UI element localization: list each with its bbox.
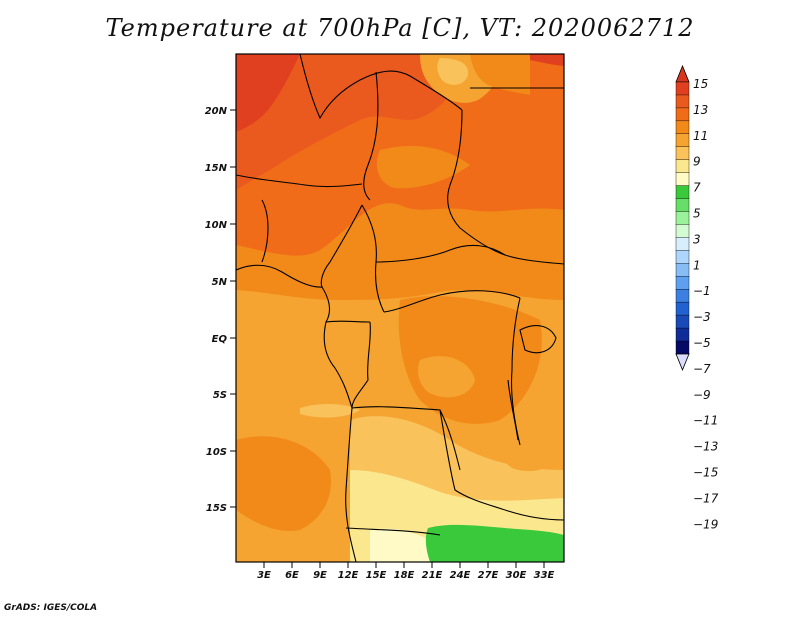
border-gulf-guinea: [261, 199, 269, 263]
lat-tick-label: 15N: [205, 163, 228, 174]
colorbar-segment: [675, 276, 690, 290]
colorbar-segment: [675, 263, 690, 277]
latitude-axis: 20N 15N 10N 5N EQ 5S 10S 15S: [205, 106, 236, 514]
colorbar-label: 15: [693, 77, 708, 91]
border-car: [375, 244, 506, 263]
colorbar-segment: [675, 120, 690, 135]
field-7-congo-inner: [418, 356, 475, 398]
colorbar-segment: [675, 81, 690, 96]
colorbar-segment: [675, 250, 690, 264]
lat-tick-label: 10S: [206, 447, 227, 458]
lon-tick-label: 9E: [313, 570, 327, 581]
colorbar-label: 13: [693, 103, 708, 117]
colorbar-segment: [675, 107, 690, 122]
field-9-sahel: [376, 145, 470, 189]
lat-tick-label: 5S: [213, 390, 227, 401]
lon-tick-label: 6E: [285, 570, 299, 581]
colorbar-label: 1: [693, 258, 701, 272]
border-west-sahel: [236, 174, 363, 188]
border-angola-east: [439, 409, 506, 511]
colorbar-label: 9: [693, 155, 701, 169]
colorbar-segment: [675, 301, 690, 316]
chart-title: Temperature at 700hPa [C], VT: 202006271…: [105, 14, 695, 42]
field-9-southwest: [236, 436, 331, 531]
lon-tick-label: 27E: [478, 570, 499, 581]
colorbar-segment: [675, 159, 690, 174]
border-lake-victoria: [519, 325, 557, 354]
lon-tick-label: 3E: [257, 570, 271, 581]
colorbar: 15 13 11 9 7 5 3 1 −1 −3 −5 −7 −9 −11 −13 −15 −17 −19: [675, 64, 719, 531]
lon-tick-label: 24E: [450, 570, 471, 581]
colorbar-segment: [675, 314, 690, 329]
border-nigeria-cameroon: [320, 204, 363, 288]
border-tanganyika: [507, 379, 519, 441]
lat-tick-label: 10N: [205, 220, 228, 231]
colorbar-segment: [675, 198, 690, 213]
colorbar-label: −9: [693, 388, 711, 402]
field-15-northwest: [236, 54, 300, 132]
colorbar-segment: [675, 224, 690, 238]
lat-tick-label: 5N: [212, 277, 228, 288]
colorbar-segment: [675, 146, 690, 161]
border-congo-west: [351, 321, 371, 409]
lat-tick-label: 20N: [205, 106, 228, 117]
colorbar-label: −7: [693, 362, 711, 376]
border-angola-north: [351, 406, 461, 471]
longitude-axis: 3E 6E 9E 12E 15E 18E 21E 24E 27E 30E 33E: [257, 562, 555, 581]
field-5-north-patch: [437, 58, 469, 85]
border-zambia: [504, 509, 564, 521]
colorbar-label: −19: [693, 517, 718, 531]
colorbar-label: −11: [693, 414, 718, 428]
lon-tick-label: 30E: [506, 570, 527, 581]
colorbar-label: −3: [693, 310, 711, 324]
field-green-patch: [425, 524, 564, 562]
colorbar-label: 7: [693, 181, 701, 195]
lat-tick-label: EQ: [212, 334, 228, 345]
colorbar-segment: [675, 211, 690, 226]
border-sahara-north: [299, 54, 463, 120]
colorbar-segment: [675, 340, 690, 355]
border-central-sahara: [363, 71, 379, 201]
border-namibia: [345, 527, 441, 536]
colorbar-label: 5: [693, 207, 701, 221]
colorbar-label: 11: [693, 129, 708, 143]
lon-tick-label: 12E: [338, 570, 359, 581]
colorbar-label: −5: [693, 336, 711, 350]
field-5-ocean-streak: [300, 404, 360, 418]
colorbar-segment: [675, 94, 690, 109]
border-east-sahel: [447, 109, 564, 265]
colorbar-bottom-arrow: [675, 353, 690, 372]
lon-tick-label: 15E: [366, 570, 387, 581]
colorbar-top-arrow: [675, 64, 690, 83]
lon-tick-label: 21E: [422, 570, 443, 581]
colorbar-segment: [675, 133, 690, 148]
colorbar-label: −17: [693, 491, 719, 505]
colorbar-label: −13: [693, 440, 718, 454]
lat-tick-label: 15S: [206, 503, 227, 514]
colorbar-label: 3: [693, 232, 701, 246]
credit-text: GrADS: IGES/COLA: [4, 603, 98, 613]
colorbar-segment: [675, 185, 690, 200]
field-13-north: [236, 54, 470, 190]
colorbar-label: −15: [693, 466, 718, 480]
field-7-east-patch: [498, 428, 556, 472]
colorbar-label: −1: [693, 284, 711, 298]
colorbar-segment: [675, 327, 690, 342]
border-gabon: [325, 320, 371, 323]
border-congo-north: [383, 290, 521, 313]
coastline-west: [236, 264, 357, 562]
colorbar-segment: [675, 237, 690, 251]
lon-tick-label: 33E: [534, 570, 555, 581]
colorbar-segment: [675, 172, 690, 187]
political-boundaries: [236, 54, 564, 562]
map-frame: [235, 53, 565, 563]
field-9-north-patch: [470, 54, 530, 95]
field-15-northeast: [530, 54, 564, 66]
lon-tick-label: 18E: [394, 570, 415, 581]
colorbar-segment: [675, 289, 690, 303]
